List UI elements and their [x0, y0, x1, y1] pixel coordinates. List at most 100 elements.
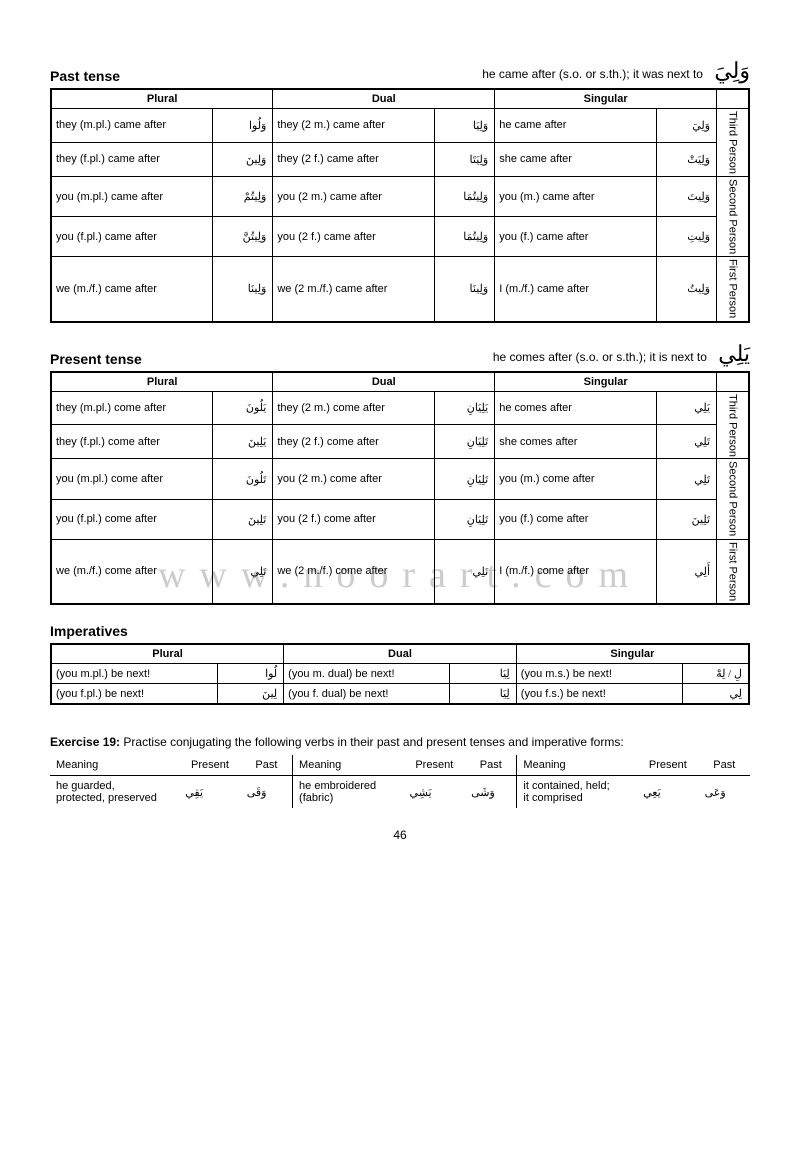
cell: they (2 f.) come after [273, 425, 435, 459]
cell-ar: يَلِيَانِ [435, 391, 495, 425]
first-person-label: First Person [717, 257, 749, 322]
cell-ar: لِي [682, 684, 749, 705]
cell-ar: وَلِيَتَا [435, 142, 495, 176]
cell: she comes after [495, 425, 657, 459]
cell-ar: تَلِينَ [656, 499, 716, 539]
third-person-label: Third Person [717, 391, 749, 459]
ex-h-meaning: Meaning [50, 755, 179, 776]
cell-ar: لِيَا [450, 664, 516, 684]
imperatives-table: Plural Dual Singular (you m.pl.) be next… [50, 643, 750, 705]
cell-ar: تَلِينَ [213, 499, 273, 539]
ex-present: يَقِي [179, 776, 241, 809]
col-dual: Dual [284, 644, 517, 664]
col-singular: Singular [516, 644, 749, 664]
col-singular: Singular [495, 89, 717, 109]
cell: you (m.) come after [495, 459, 657, 499]
cell-ar: يَلِينَ [213, 425, 273, 459]
cell: they (2 m.) came after [273, 109, 435, 143]
imperatives-header: Imperatives [50, 623, 750, 639]
cell: you (m.pl.) came after [51, 176, 213, 216]
cell-ar: تَلِي [656, 425, 716, 459]
cell-ar: يَلُونَ [213, 391, 273, 425]
col-dual: Dual [273, 89, 495, 109]
cell-ar: نَلِي [213, 539, 273, 604]
past-def-wrap: he came after (s.o. or s.th.); it was ne… [482, 58, 750, 84]
cell: you (f.pl.) come after [51, 499, 213, 539]
past-header: Past tense he came after (s.o. or s.th.)… [50, 58, 750, 84]
ex-h-present: Present [404, 755, 466, 776]
present-table: Plural Dual Singular they (m.pl.) come a… [50, 371, 750, 606]
ex-meaning: he embroidered (fabric) [293, 776, 404, 809]
cell: they (2 m.) come after [273, 391, 435, 425]
ex-present: يَعِي [637, 776, 699, 809]
cell: you (2 f.) came after [273, 217, 435, 257]
cell: we (2 m./f.) come after [273, 539, 435, 604]
cell-ar: تَلِي [656, 459, 716, 499]
cell-ar: لِينَ [217, 684, 283, 705]
cell-ar: نَلِي [435, 539, 495, 604]
cell: he came after [495, 109, 657, 143]
present-definition: he comes after (s.o. or s.th.); it is ne… [493, 350, 707, 364]
exercise: Exercise 19: Practise conjugating the fo… [50, 735, 750, 808]
ex-past: وَشَى [465, 776, 517, 809]
cell-ar: وَلِينَا [435, 257, 495, 322]
cell-ar: وَلِينَ [213, 142, 273, 176]
ex-meaning: it contained, held; it comprised [517, 776, 637, 809]
third-person-label: Third Person [717, 109, 749, 177]
cell-ar: وَلِيتُمَا [435, 217, 495, 257]
past-title: Past tense [50, 68, 120, 84]
cell: you (m.pl.) come after [51, 459, 213, 499]
page-number: 46 [50, 828, 750, 842]
cell: you (2 f.) come after [273, 499, 435, 539]
col-plural: Plural [51, 372, 273, 392]
ex-past: وَقَى [241, 776, 293, 809]
present-root: يَلِي [718, 341, 750, 366]
col-singular: Singular [495, 372, 717, 392]
ex-h-past: Past [241, 755, 293, 776]
cell-ar: لِ / لِهْ [682, 664, 749, 684]
col-plural: Plural [51, 89, 273, 109]
present-header: Present tense he comes after (s.o. or s.… [50, 341, 750, 367]
cell-ar: تَلِيَانِ [435, 459, 495, 499]
cell: you (f.) come after [495, 499, 657, 539]
cell: (you f.pl.) be next! [51, 684, 217, 705]
ex-present: يَشِي [404, 776, 466, 809]
cell: he comes after [495, 391, 657, 425]
cell: you (2 m.) came after [273, 176, 435, 216]
cell-ar: وَلُوا [213, 109, 273, 143]
cell: (you f.s.) be next! [516, 684, 682, 705]
past-definition: he came after (s.o. or s.th.); it was ne… [482, 67, 703, 81]
ex-h-past: Past [699, 755, 750, 776]
cell-ar: وَلِيتُ [656, 257, 716, 322]
cell-ar: يَلِي [656, 391, 716, 425]
cell-ar: وَلِيَتْ [656, 142, 716, 176]
col-dual: Dual [273, 372, 495, 392]
ex-h-past: Past [465, 755, 517, 776]
past-table: Plural Dual Singular they (m.pl.) came a… [50, 88, 750, 323]
imperatives-title: Imperatives [50, 623, 128, 639]
present-title: Present tense [50, 351, 142, 367]
cell: you (f.) came after [495, 217, 657, 257]
ex-h-meaning: Meaning [517, 755, 637, 776]
cell: they (m.pl.) come after [51, 391, 213, 425]
cell-ar: وَلِيتُمَا [435, 176, 495, 216]
cell-ar: وَلِيَ [656, 109, 716, 143]
cell-ar: وَلِيتُنَّ [213, 217, 273, 257]
cell-ar: لِيَا [450, 684, 516, 705]
cell: you (2 m.) come after [273, 459, 435, 499]
ex-h-meaning: Meaning [293, 755, 404, 776]
cell-ar: تَلِيَانِ [435, 499, 495, 539]
exercise-label: Exercise 19: [50, 735, 120, 749]
cell-ar: تَلُونَ [213, 459, 273, 499]
ex-h-present: Present [637, 755, 699, 776]
second-person-label: Second Person [717, 176, 749, 256]
cell: she came after [495, 142, 657, 176]
cell: they (f.pl.) come after [51, 425, 213, 459]
cell: you (f.pl.) came after [51, 217, 213, 257]
cell: we (2 m./f.) came after [273, 257, 435, 322]
cell: (you m. dual) be next! [284, 664, 450, 684]
cell: they (f.pl.) came after [51, 142, 213, 176]
cell: we (m./f.) came after [51, 257, 213, 322]
cell-ar: وَلِيتِ [656, 217, 716, 257]
cell: (you f. dual) be next! [284, 684, 450, 705]
